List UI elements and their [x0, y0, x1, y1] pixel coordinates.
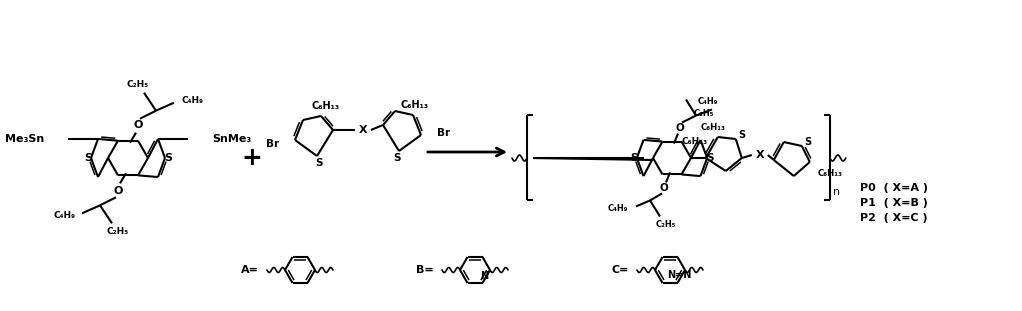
Text: C₄H₉: C₄H₉: [698, 97, 718, 106]
Text: C₂H₅: C₂H₅: [694, 109, 714, 118]
Text: B=: B=: [416, 265, 433, 275]
Text: S: S: [706, 153, 714, 163]
Text: X: X: [755, 150, 764, 160]
Text: C₂H₅: C₂H₅: [107, 227, 129, 236]
Text: C₆H₁₃: C₆H₁₃: [700, 123, 726, 132]
Text: C₂H₅: C₂H₅: [127, 80, 149, 89]
Text: S: S: [393, 153, 401, 163]
Text: C₄H₉: C₄H₉: [53, 211, 75, 220]
Text: O: O: [113, 186, 123, 196]
Text: S: S: [315, 158, 323, 168]
Text: A=: A=: [241, 265, 259, 275]
Text: SnMe₃: SnMe₃: [212, 134, 251, 144]
Text: O: O: [133, 120, 143, 130]
Text: n: n: [833, 187, 840, 197]
Text: P0  ( X=A ): P0 ( X=A ): [860, 183, 928, 193]
Text: C₄H₉: C₄H₉: [181, 96, 203, 105]
Text: +: +: [241, 146, 263, 170]
Text: X: X: [359, 125, 367, 135]
Text: C₆H₁₃: C₆H₁₃: [682, 137, 708, 146]
Text: S: S: [738, 130, 745, 140]
Text: Br: Br: [437, 128, 450, 138]
Text: C₆H₁₃: C₆H₁₃: [312, 101, 340, 111]
Text: C₆H₁₃: C₆H₁₃: [818, 169, 842, 179]
Text: Br: Br: [266, 139, 279, 149]
Text: O: O: [659, 183, 668, 193]
Text: N=N: N=N: [667, 270, 692, 280]
Text: Me₃Sn: Me₃Sn: [5, 134, 44, 144]
Text: P1  ( X=B ): P1 ( X=B ): [860, 198, 928, 208]
Text: S: S: [84, 153, 92, 163]
Text: S: S: [164, 153, 172, 163]
Text: P2  ( X=C ): P2 ( X=C ): [860, 213, 928, 223]
Text: C₄H₉: C₄H₉: [608, 204, 629, 213]
Text: C=: C=: [611, 265, 629, 275]
Text: C₂H₅: C₂H₅: [656, 220, 677, 229]
Text: C₆H₁₃: C₆H₁₃: [401, 100, 429, 110]
Text: S: S: [804, 137, 811, 147]
Text: N: N: [480, 271, 489, 281]
Text: O: O: [676, 123, 685, 132]
Text: S: S: [631, 153, 638, 163]
